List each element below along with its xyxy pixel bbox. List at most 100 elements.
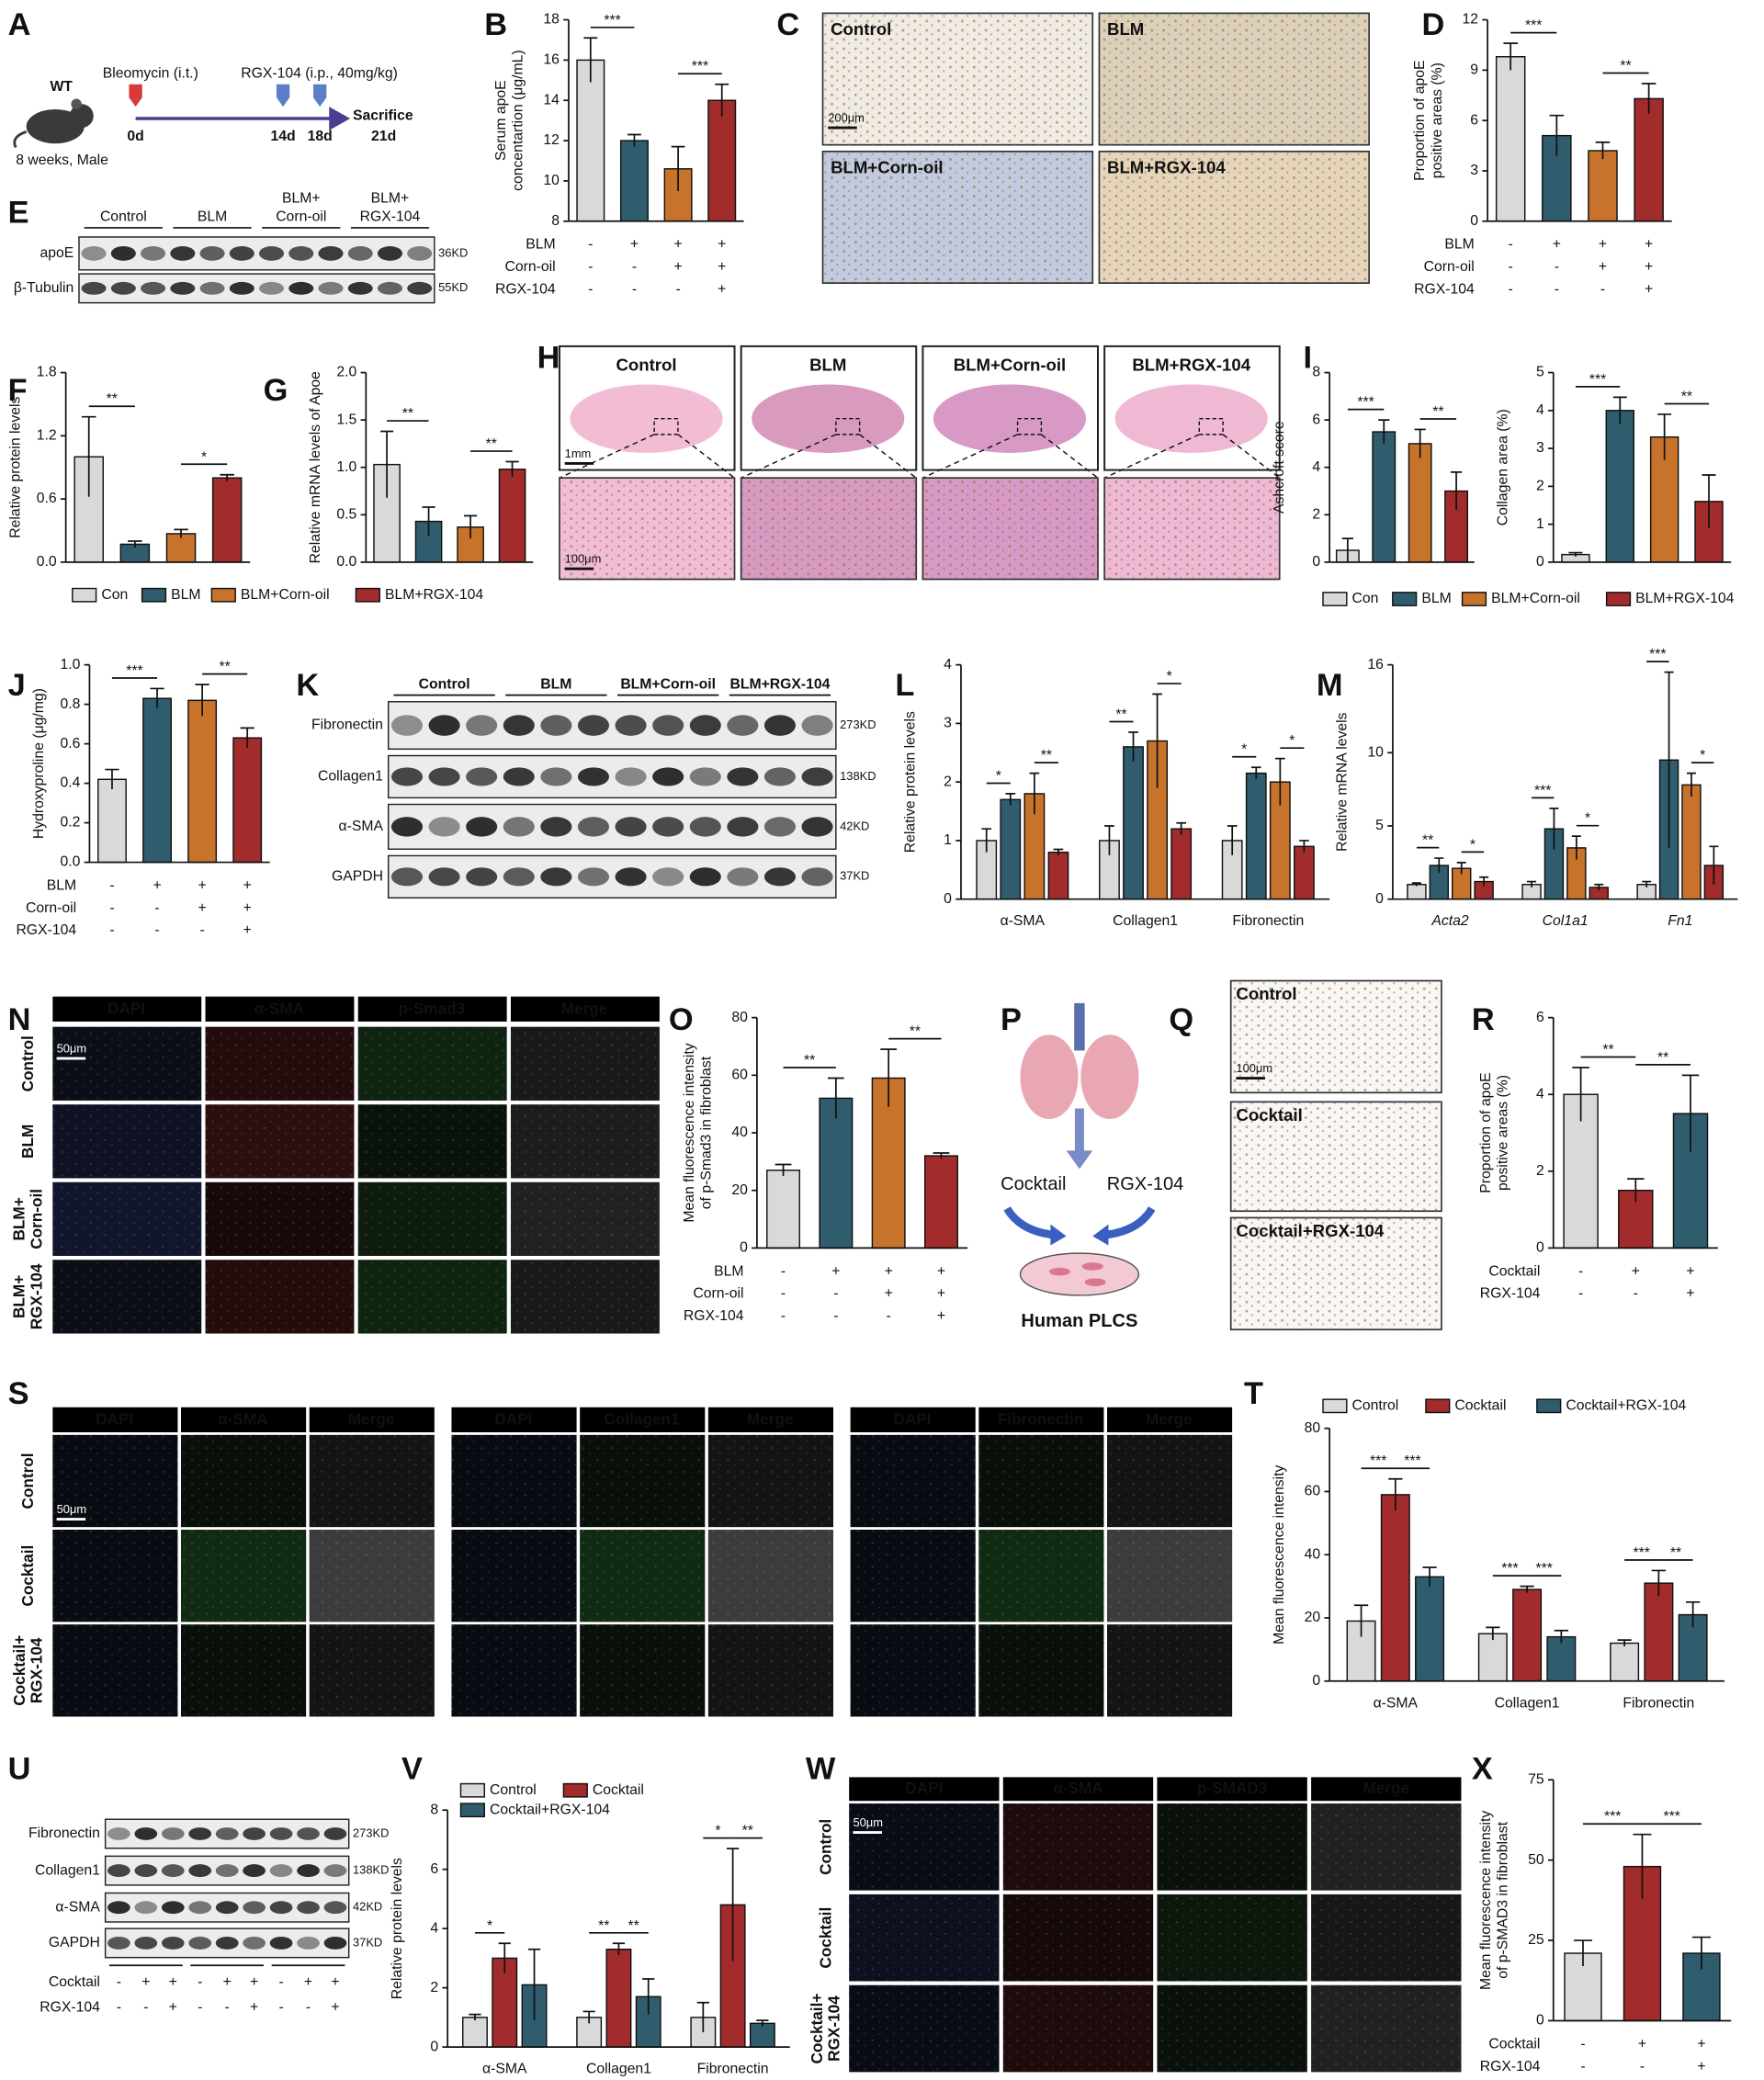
legend-label: BLM [171,587,200,603]
bar [1415,1576,1445,1682]
blot-band [134,1864,158,1878]
condition-sign: + [1632,1263,1640,1279]
x-tick-label: Fibronectin [697,2062,769,2077]
fluorescence-texture [205,1181,355,1256]
error-bar [880,1048,898,1107]
y-tick-label: 2.0 [336,365,356,380]
blot-band [269,1936,293,1950]
blot-band [258,246,285,261]
condition-sign: - [306,1999,311,2015]
treatment-label: RGX-104 [1107,1174,1184,1194]
condition-sign: + [243,878,252,894]
mouse-icon [71,98,82,109]
channel-label: Merge [561,1000,608,1018]
micrograph-texture [741,478,917,580]
legend-swatch [1322,592,1348,606]
condition-sign: - [833,1286,838,1302]
blot-band [288,281,314,295]
condition-sign: + [937,1286,945,1302]
significance-label: ** [1422,833,1433,849]
y-tick-label: 0.6 [60,736,80,752]
blot-band [347,246,373,261]
panel-letter: J [8,668,26,703]
row-label: RGX-104 [27,1263,45,1329]
fluorescence-texture [978,1530,1104,1622]
blot-strip [78,236,435,271]
condition-name: Cocktail [1488,1263,1540,1279]
y-tick-label: 6 [1312,412,1320,427]
micrograph-texture [1099,13,1370,145]
legend-swatch [72,587,97,603]
error-bar [1549,807,1559,850]
error-bar [1657,413,1672,460]
blot-row-label: β-Tubulin [14,280,74,296]
blot-band [407,246,433,261]
fluorescence-texture [510,1026,660,1101]
image-label: BLM [809,355,846,374]
bar [1245,772,1267,900]
y-tick-label: 80 [731,1010,748,1025]
bar [619,140,649,222]
fluorescence-texture [357,1026,507,1101]
significance-label: ** [1432,404,1443,420]
significance-label: *** [1501,1561,1518,1577]
fluorescence-texture [849,1893,1000,1982]
y-tick-label: 1.0 [336,459,356,475]
blot-band [763,817,797,837]
y-tick-label: 0 [430,2039,438,2054]
fluorescence-texture [978,1624,1104,1717]
bar [1512,1588,1543,1682]
treatment: Bleomycin (i.t.) [103,65,198,81]
fluorescence-texture [849,1803,1000,1891]
bar [1408,443,1432,563]
y-axis-label: concentartion (μg/mL) [511,50,526,191]
blot-band [199,246,225,261]
y-axis-label: of p-Smad3 in fibroblast [699,1056,715,1209]
image-label: Cocktail+RGX-104 [1236,1221,1384,1240]
condition-name: Corn-oil [505,259,556,275]
treatment: RGX-104 (i.p., 40mg/kg) [241,65,398,81]
y-tick-label: 20 [1305,1610,1321,1625]
y-tick-label: 3 [944,716,952,731]
condition-sign: + [304,1974,312,1990]
bar [1588,150,1618,222]
blot-band [615,867,647,887]
y-tick-label: 0.4 [60,775,80,791]
arrow [1092,1224,1109,1246]
blot-strip [387,854,837,899]
timeline-arrow [329,107,351,130]
bar [766,1170,801,1249]
scale-label: 200μm [828,110,865,124]
x-tick-label: Fn1 [1668,913,1692,929]
y-tick-label: 16 [543,52,560,68]
blot-row-label: apoE [40,245,74,261]
y-tick-label: 0 [1536,2013,1544,2029]
blot-band [269,1901,293,1915]
y-tick-label: 2 [1312,506,1320,522]
blot-band [577,817,610,837]
error-bar [1685,1600,1701,1628]
bar [1170,828,1193,900]
tissue-section [570,384,723,453]
image-label: BLM+Corn-oil [831,157,944,176]
tissue-section [1114,384,1268,453]
scale-label: 1mm [565,447,592,460]
significance-label: * [1241,742,1247,758]
y-axis-label: Proportion of apoE [1478,1072,1494,1193]
blot-band [689,867,721,887]
blot-band [652,767,684,786]
group-label: RGX-104 [360,209,421,225]
blot-band [243,1864,266,1878]
condition-sign: + [141,1974,150,1990]
condition-sign: - [278,1999,283,2015]
fluorescence-texture [52,1530,178,1622]
error-bar [1642,880,1652,887]
blot-band [188,1901,212,1915]
legend-swatch [459,1782,485,1798]
blot-band [503,715,535,736]
y-tick-label: 0.0 [336,554,356,570]
lung-icon [1020,1034,1079,1119]
error-bar [1450,471,1463,511]
y-axis-label: positive areas (%) [1495,1075,1510,1191]
fluorescence-texture [1002,1803,1154,1891]
